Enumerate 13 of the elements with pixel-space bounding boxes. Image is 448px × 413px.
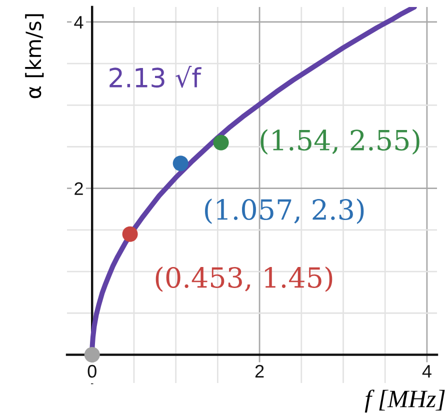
y-axis-title: α [km/s] [25,14,44,98]
x-axis-title: f [MHz] [364,390,445,413]
x-tick-label: 0 [88,364,96,378]
data-label: (1.057, 2.3) [205,198,364,224]
point [213,134,229,150]
series-label: 2.13 √f [110,66,202,88]
data-label: (0.453, 1.45) [156,266,332,292]
x-tick-label: 4 [422,365,432,378]
data-label: (1.54, 2.55) [260,129,420,155]
point [122,226,138,242]
point [84,346,100,362]
x-tick-label: 2 [255,364,264,378]
point [172,156,188,172]
